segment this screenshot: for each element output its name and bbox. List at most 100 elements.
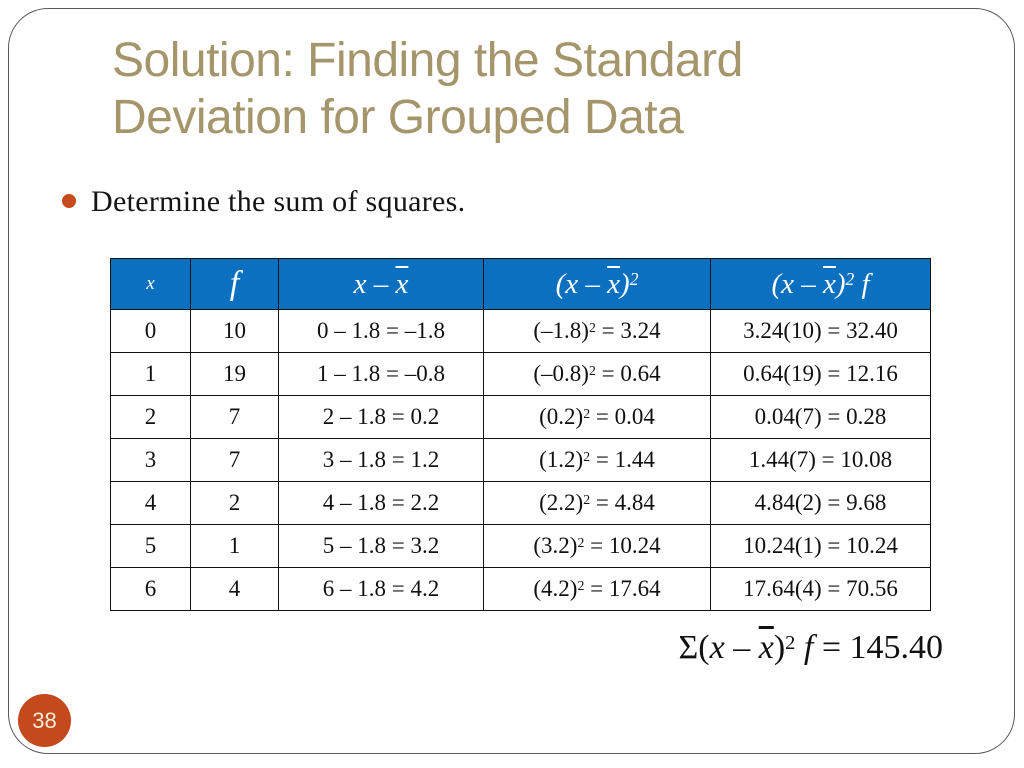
formula-segment: ) [773,629,786,666]
table-cell: 1 [190,524,279,568]
formula-segment: (3.2) [533,533,578,558]
slide-border [8,8,1015,754]
formula-segment: ) [835,267,846,300]
header-f: f [190,258,279,310]
formula-segment: ) [620,267,630,300]
formula-segment: = 0.64 [595,361,661,386]
table-header-row: x f x – x (x – x)2 (x – x)2 f [110,258,931,310]
formula-segment: (4.2) [533,576,578,601]
table-cell: 3.24(10) = 32.40 [710,309,931,353]
page-title: Solution: Finding the Standard Deviation… [112,32,872,146]
formula-segment: (2.2) [539,490,584,515]
formula-segment: (–0.8) [533,361,589,386]
formula-segment: (–1.8) [533,318,589,343]
table-cell: 4 – 1.8 = 2.2 [278,481,484,525]
table-cell: 7 [190,438,279,482]
grouped-data-table: x f x – x (x – x)2 (x – x)2 f 0 10 0 – 1.8… [110,258,931,611]
table-cell: 6 [110,567,191,611]
formula-segment: = 0.04 [590,404,655,429]
table-cell: (2.2)2 = 4.84 [483,481,711,525]
formula-segment: = 145.40 [813,629,943,666]
formula-segment: (0.2) [539,404,584,429]
formula-segment: = 4.84 [590,490,655,515]
formula-segment: 2 [577,534,585,550]
formula-segment: = 3.24 [595,318,661,343]
formula-segment: 2 [583,405,591,421]
sum-of-squares-formula: Σ(x – x)2 f = 145.40 [679,626,943,670]
table-cell: 10.24(1) = 10.24 [710,524,931,568]
bullet-text: Determine the sum of squares. [91,185,466,218]
formula-segment: f [229,265,240,302]
table-body: 0 10 0 – 1.8 = –1.8 (–1.8)2 = 3.24 3.24(10) … [110,309,931,611]
formula-segment: (x – [771,267,823,300]
table-cell: (–0.8)2 = 0.64 [483,352,711,396]
table-cell: (1.2)2 = 1.44 [483,438,711,482]
formula-segment: 2 [785,631,796,654]
table-cell: 4 [190,567,279,611]
page-number-badge: 38 [18,694,71,747]
table-cell: 5 – 1.8 = 3.2 [278,524,484,568]
table-cell: 6 – 1.8 = 4.2 [278,567,484,611]
formula-segment: x [822,267,836,300]
formula-segment: (1.2) [539,447,584,472]
table-cell: 0 – 1.8 = –1.8 [278,309,484,353]
table-cell: 0.64(19) = 12.16 [710,352,931,396]
formula-segment: 2 [583,448,591,464]
formula-segment: = 17.64 [584,576,661,601]
title-line-2: Deviation for Grouped Data [112,91,684,144]
formula-segment: = 10.24 [584,533,661,558]
formula-segment: x [758,629,774,666]
table-cell: 7 [190,395,279,439]
formula-segment: (x – [555,267,608,300]
formula-segment: f [795,629,814,666]
formula-segment: x [146,273,155,294]
table-cell: 3 [110,438,191,482]
table-cell: 1.44(7) = 10.08 [710,438,931,482]
table-cell: 4.84(2) = 9.68 [710,481,931,525]
header-deviation: x – x [278,258,484,310]
formula-segment: x – [353,267,396,300]
table-row: 1 19 1 – 1.8 = –0.8 (–0.8)2 = 0.64 0.64(19) … [110,352,931,396]
table-cell: 2 [110,395,191,439]
table-cell: 17.64(4) = 70.56 [710,567,931,611]
formula-segment: x – [709,629,759,666]
title-line-1: Solution: Finding the Standard [112,34,743,87]
formula-segment: Σ( [678,629,710,666]
table-cell: (3.2)2 = 10.24 [483,524,711,568]
table-cell: 0 [110,309,191,353]
bullet-item: Determine the sum of squares. [62,184,465,220]
formula-segment: 2 [588,362,596,378]
table-cell: 1 [110,352,191,396]
table-cell: 4 [110,481,191,525]
page-number: 38 [32,707,57,733]
header-deviation-squared-f: (x – x)2 f [710,258,931,310]
table-cell: 10 [190,309,279,353]
table-cell: 19 [190,352,279,396]
table-cell: 0.04(7) = 0.28 [710,395,931,439]
table-cell: (–1.8)2 = 3.24 [483,309,711,353]
table-cell: 2 – 1.8 = 0.2 [278,395,484,439]
formula-segment: f [854,267,870,300]
formula-segment: = 1.44 [590,447,655,472]
bullet-icon [62,194,76,208]
formula-segment: 2 [845,268,855,289]
formula-segment: 2 [629,268,639,289]
table-cell: 2 [190,481,279,525]
formula-segment: x [607,267,621,300]
header-deviation-squared: (x – x)2 [483,258,711,310]
formula-segment: 2 [577,577,585,593]
table-cell: 5 [110,524,191,568]
table-row: 0 10 0 – 1.8 = –1.8 (–1.8)2 = 3.24 3.24(10) … [110,309,931,353]
table-cell: (4.2)2 = 17.64 [483,567,711,611]
header-x: x [110,258,191,310]
formula-segment: 2 [588,319,596,335]
formula-segment: x [395,267,409,300]
formula-segment: 2 [583,491,591,507]
table-cell: (0.2)2 = 0.04 [483,395,711,439]
table-cell: 3 – 1.8 = 1.2 [278,438,484,482]
